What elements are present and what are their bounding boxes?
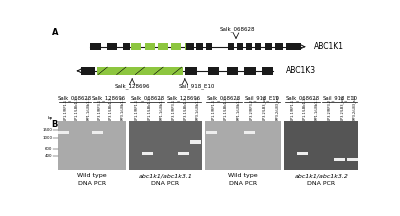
Bar: [123, 43, 130, 51]
Bar: [237, 43, 243, 51]
Text: LP3.2/RP3.2: LP3.2/RP3.2: [249, 99, 253, 120]
Text: Salk_068628: Salk_068628: [130, 95, 164, 101]
Text: DNA PCR: DNA PCR: [307, 181, 335, 186]
Text: RP3.2/LB3_sail: RP3.2/LB3_sail: [275, 94, 279, 120]
Text: RP3.2/LB3_sail: RP3.2/LB3_sail: [352, 94, 356, 120]
Bar: [284, 121, 358, 170]
Text: LP3.1/LBb1.3: LP3.1/LBb1.3: [109, 97, 113, 120]
Text: LP3.2/RP3.2: LP3.2/RP3.2: [328, 99, 332, 120]
Bar: [264, 43, 272, 51]
Bar: [142, 152, 153, 155]
Text: abc1k1/abc1k3.1: abc1k1/abc1k3.1: [138, 173, 192, 178]
Text: LP3.2/LB3_sail: LP3.2/LB3_sail: [340, 95, 344, 120]
Text: ABC1K3: ABC1K3: [286, 66, 316, 75]
Bar: [347, 158, 358, 161]
Text: RP3.1/LBb1.3: RP3.1/LBb1.3: [120, 96, 124, 120]
Text: LP3.2/LB3_sail: LP3.2/LB3_sail: [262, 95, 266, 120]
Text: LP3.1/LBb1.3: LP3.1/LBb1.3: [184, 97, 188, 120]
Bar: [58, 121, 126, 170]
Text: LP3.1/RP3.1: LP3.1/RP3.1: [98, 99, 102, 120]
Bar: [90, 43, 101, 51]
Bar: [171, 43, 182, 51]
Text: Sail_918_E10: Sail_918_E10: [179, 83, 216, 89]
Bar: [255, 43, 262, 51]
Bar: [190, 140, 201, 144]
Bar: [228, 43, 234, 51]
Text: 1000: 1000: [42, 136, 52, 140]
Text: Wild type: Wild type: [228, 173, 258, 178]
Bar: [286, 43, 301, 51]
Text: LP1.1/LBb1.3: LP1.1/LBb1.3: [147, 97, 151, 120]
Text: A: A: [52, 28, 58, 37]
Bar: [205, 121, 281, 170]
Text: Salk_128696: Salk_128696: [167, 95, 201, 101]
Text: Salk_128696: Salk_128696: [114, 83, 150, 89]
Bar: [186, 43, 194, 51]
Text: RP3.1/LBb1.3: RP3.1/LBb1.3: [196, 96, 200, 120]
Bar: [334, 157, 346, 161]
Text: Sail_918_E10: Sail_918_E10: [244, 95, 280, 101]
Text: bp: bp: [47, 116, 52, 120]
Bar: [178, 152, 189, 155]
Text: 1500: 1500: [43, 128, 52, 132]
Text: LP1.1/LBb1.3: LP1.1/LBb1.3: [75, 97, 79, 120]
Text: 600: 600: [45, 147, 52, 151]
Text: Salk_068628: Salk_068628: [220, 27, 255, 32]
Text: DNA PCR: DNA PCR: [229, 181, 257, 186]
Bar: [81, 67, 95, 75]
Bar: [244, 130, 255, 135]
Bar: [275, 43, 282, 51]
Bar: [185, 67, 197, 75]
Text: Wild type: Wild type: [77, 173, 107, 178]
Bar: [131, 43, 142, 51]
Bar: [208, 67, 219, 75]
Text: RP1.1/LBb1.3: RP1.1/LBb1.3: [315, 96, 319, 120]
Text: DNA PCR: DNA PCR: [152, 181, 180, 186]
Text: LP1.1/LBb1.3: LP1.1/LBb1.3: [224, 97, 228, 120]
Bar: [158, 43, 168, 51]
Text: LP3.1/RP3.1: LP3.1/RP3.1: [172, 99, 176, 120]
Bar: [92, 130, 103, 135]
Bar: [227, 67, 238, 75]
Text: RP1.1/LBb1.3: RP1.1/LBb1.3: [237, 96, 241, 120]
Bar: [196, 43, 202, 51]
Text: LP1.1/LBb1.3: LP1.1/LBb1.3: [303, 97, 307, 120]
Bar: [184, 43, 186, 51]
Text: LP1.1/RP1.1: LP1.1/RP1.1: [64, 99, 68, 120]
Text: LP1.1/RP1.1: LP1.1/RP1.1: [211, 99, 215, 120]
Bar: [58, 130, 68, 135]
Text: B: B: [52, 120, 58, 129]
Text: Sail_918_E10: Sail_918_E10: [322, 95, 357, 101]
Text: Salk_068628: Salk_068628: [286, 95, 320, 101]
Text: RP1.1/LBb1.3: RP1.1/LBb1.3: [160, 96, 164, 120]
Bar: [107, 43, 117, 51]
Bar: [246, 43, 252, 51]
Text: Salk_128696: Salk_128696: [92, 95, 126, 101]
Bar: [297, 152, 308, 155]
Text: Salk_068628: Salk_068628: [207, 95, 241, 101]
Bar: [129, 121, 202, 170]
Text: RP1.1/LBb1.3: RP1.1/LBb1.3: [86, 96, 90, 120]
Text: 400: 400: [45, 154, 52, 158]
Bar: [206, 130, 217, 135]
Bar: [206, 43, 212, 51]
Text: abc1k1/abc1k3.2: abc1k1/abc1k3.2: [294, 173, 348, 178]
Text: LP1.1/RP1.1: LP1.1/RP1.1: [290, 99, 294, 120]
Text: Salk_068628: Salk_068628: [58, 95, 92, 101]
Bar: [262, 67, 273, 75]
Bar: [96, 67, 183, 75]
Bar: [244, 67, 256, 75]
Text: LP1.1/RP1.1: LP1.1/RP1.1: [135, 99, 139, 120]
Text: ABC1K1: ABC1K1: [314, 42, 344, 51]
Bar: [144, 43, 155, 51]
Text: DNA PCR: DNA PCR: [78, 181, 106, 186]
